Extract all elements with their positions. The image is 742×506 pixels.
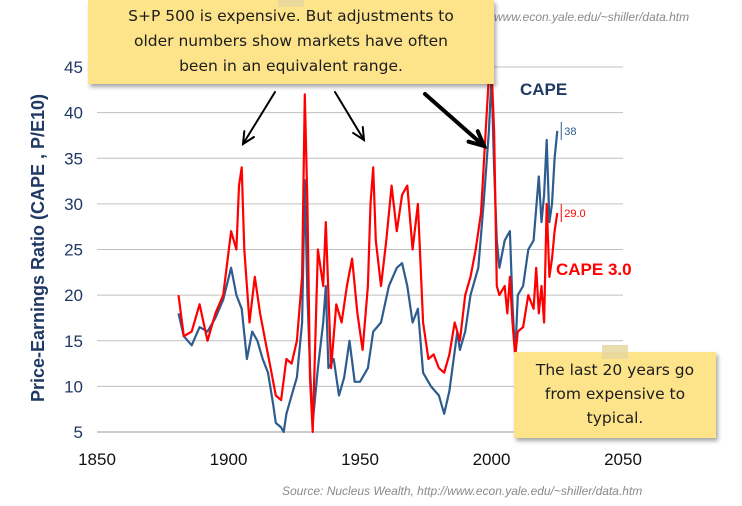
y-tick-label: 15	[64, 332, 83, 351]
cape3-series-line	[177, 65, 559, 434]
arrow-head	[466, 129, 488, 150]
note-line: typical.	[586, 409, 644, 427]
x-tick-label: 2050	[604, 450, 642, 469]
gridlines	[97, 66, 623, 387]
y-tick-label: 5	[74, 423, 83, 442]
source-note-top: www.econ.yale.edu/~shiller/data.htm	[494, 10, 690, 24]
tape-decoration	[602, 345, 628, 359]
arrow-line	[334, 91, 365, 141]
x-tick-label: 1950	[341, 450, 379, 469]
source-note-bottom: Source: Nucleus Wealth, http://www.econ.…	[282, 484, 643, 498]
sticky-note-top: S+P 500 is expensive. But adjustments to…	[88, 0, 494, 84]
y-tick-label: 20	[64, 286, 83, 305]
arrow-line	[242, 91, 276, 145]
note-line: been in an equivalent range.	[179, 57, 403, 75]
note-line: from expensive to	[544, 385, 686, 403]
cape-series-label: CAPE	[520, 80, 567, 99]
tape-decoration	[278, 0, 304, 7]
note-line: older numbers show markets have often	[133, 32, 449, 50]
end-value-label: 38	[564, 126, 576, 138]
axes: 5 10 15 20 25 30 35 40 45 1850 1900 1950 2000 2050	[64, 58, 642, 469]
y-tick-label: 10	[64, 377, 83, 396]
x-tick-label: 2000	[473, 450, 511, 469]
y-tick-label: 45	[64, 58, 83, 77]
series-lines	[177, 65, 559, 434]
sticky-note-bottom: The last 20 years go from expensive to t…	[514, 345, 716, 438]
end-value-label: 29.0	[564, 208, 585, 220]
y-tick-label: 25	[64, 241, 83, 260]
y-tick-label: 35	[64, 149, 83, 168]
annotation-arrows	[241, 91, 488, 150]
arrow-line	[423, 92, 486, 148]
arrow-head	[352, 126, 366, 142]
note-line: The last 20 years go	[535, 361, 695, 379]
y-axis-label: Price-Earnings Ratio (CAPE , P/E10)	[28, 94, 48, 402]
cape3-series-label: CAPE 3.0	[556, 260, 632, 279]
x-tick-label: 1850	[78, 450, 116, 469]
y-tick-label: 30	[64, 195, 83, 214]
arrow-head	[241, 130, 255, 146]
note-line: S+P 500 is expensive. But adjustments to	[128, 7, 454, 25]
series-labels: 38 29.0 CAPE CAPE 3.0	[520, 80, 632, 279]
x-tick-label: 1900	[210, 450, 248, 469]
y-tick-label: 40	[64, 104, 83, 123]
